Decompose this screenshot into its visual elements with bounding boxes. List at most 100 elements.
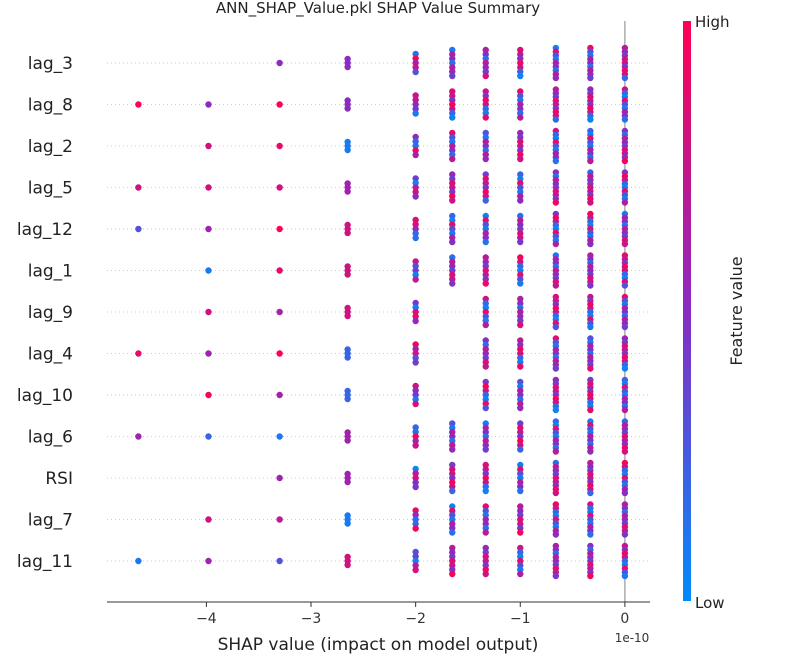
shap-point (412, 262, 419, 270)
shap-point (482, 280, 489, 287)
shap-point (517, 404, 524, 412)
shap-point (276, 225, 283, 233)
shap-point (412, 548, 419, 556)
shap-point (552, 531, 560, 538)
shap-point (482, 529, 489, 536)
shap-point (412, 184, 419, 191)
feature-label: lag_2 (28, 137, 73, 157)
shap-point (517, 529, 524, 536)
shap-point (412, 221, 419, 228)
shap-point (205, 433, 212, 440)
shap-point (412, 424, 419, 431)
shap-point (412, 308, 419, 316)
shap-point (587, 240, 594, 248)
shap-point (412, 557, 419, 565)
x-tick-label: −4 (196, 611, 217, 627)
shap-point (482, 321, 489, 329)
shap-point (412, 193, 419, 200)
shap-point (412, 271, 419, 279)
shap-point (552, 323, 560, 331)
shap-point (412, 566, 419, 574)
shap-point (482, 197, 489, 204)
shap-point (412, 105, 419, 113)
shap-point (412, 151, 419, 159)
x-tick-label: −1 (510, 611, 531, 627)
shap-point (412, 520, 419, 528)
shap-point (621, 448, 629, 455)
x-tick-label: −3 (301, 611, 322, 627)
shap-point (344, 395, 351, 403)
feature-label: lag_1 (28, 262, 73, 282)
shap-point (482, 570, 489, 578)
colorbar-high-label: High (695, 13, 729, 31)
shap-point (412, 96, 419, 104)
shap-point (412, 562, 419, 569)
shap-point (412, 400, 419, 408)
shap-point (517, 114, 524, 121)
x-tick-label: 0 (620, 611, 629, 627)
shap-points (135, 44, 629, 580)
shap-point (587, 448, 594, 455)
shap-point (552, 282, 560, 289)
shap-point (412, 267, 419, 274)
shap-point (276, 557, 283, 565)
shap-point (205, 557, 212, 565)
shap-point (412, 474, 419, 482)
shap-point (135, 184, 142, 191)
shap-point (344, 63, 351, 71)
shap-point (517, 446, 524, 453)
shap-point (517, 321, 524, 329)
feature-label: lag_6 (28, 428, 73, 448)
shap-point (344, 437, 351, 444)
shap-point (412, 59, 419, 67)
shap-point (621, 365, 629, 372)
shap-point (412, 225, 419, 233)
shap-point (552, 365, 560, 372)
shap-point (412, 391, 419, 399)
shap-point (517, 487, 524, 495)
shap-point (276, 391, 283, 399)
shap-point (412, 110, 419, 117)
shap-point (412, 341, 419, 348)
shap-point (621, 323, 629, 331)
shap-point (412, 359, 419, 366)
feature-label: lag_8 (28, 96, 73, 116)
shap-point (517, 363, 524, 370)
shap-point (482, 238, 489, 246)
shap-point (276, 267, 283, 274)
shap-point (412, 147, 419, 154)
shap-point (587, 323, 594, 331)
shap-point (412, 188, 419, 196)
shap-point (621, 406, 629, 414)
shap-point (587, 157, 594, 165)
shap-point (621, 240, 629, 248)
x-tick-label: −2 (405, 611, 426, 627)
shap-point (552, 572, 560, 580)
feature-label: lag_5 (28, 179, 73, 199)
shap-point (135, 225, 142, 233)
shap-point (344, 271, 351, 278)
shap-point (412, 133, 419, 141)
colorbar-title: Feature value (727, 256, 746, 365)
shap-point (552, 240, 560, 248)
shap-point (205, 225, 212, 233)
shap-point (552, 74, 560, 82)
shap-point (412, 470, 419, 477)
shap-point (412, 479, 419, 486)
shap-point (276, 350, 283, 357)
shap-point (621, 572, 629, 580)
shap-point (412, 511, 419, 519)
shap-point (621, 282, 629, 289)
feature-label: lag_9 (28, 303, 73, 323)
shap-point (344, 561, 351, 569)
shap-point (412, 525, 419, 532)
shap-point (205, 516, 212, 523)
shap-point (412, 142, 419, 150)
shap-point (412, 428, 419, 436)
shap-point (587, 199, 594, 206)
shap-point (412, 179, 419, 187)
shap-point (412, 299, 419, 307)
chart-title: ANN_SHAP_Value.pkl SHAP Value Summary (216, 0, 540, 18)
feature-label: lag_7 (28, 511, 73, 531)
x-axis-ticks: −4 −3 −2 −1 0 (196, 602, 629, 627)
